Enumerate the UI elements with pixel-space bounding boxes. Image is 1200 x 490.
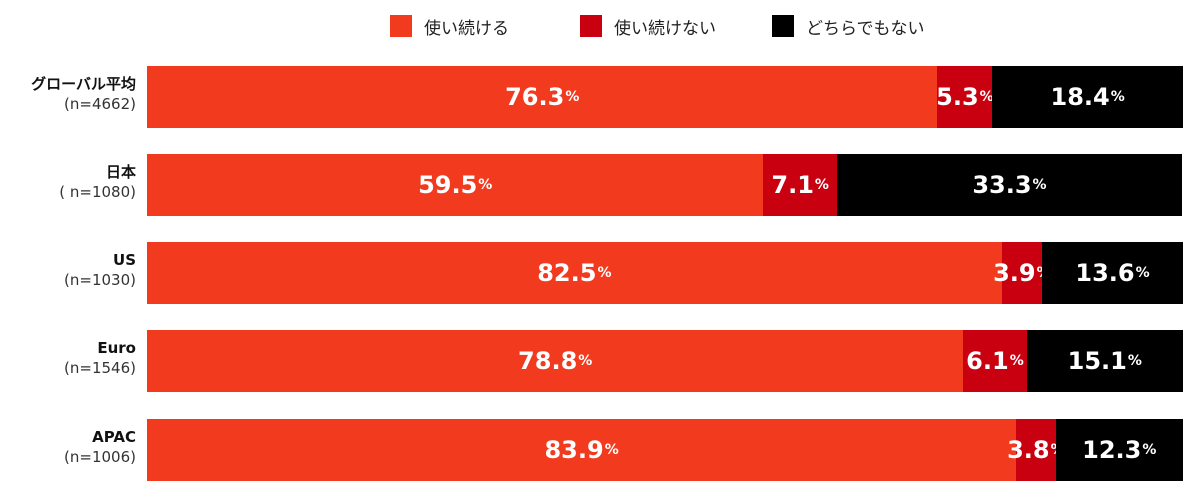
bar-row: 82.5%3.9%13.6%	[147, 242, 1183, 304]
bar-row: 78.8% 6.1% 15.1%	[147, 330, 1183, 392]
bar-segment-neither: 12.3%	[1055, 419, 1183, 481]
row-name: Euro	[97, 339, 136, 357]
data-label: 76.3	[505, 83, 565, 111]
data-label-unit: %	[1142, 442, 1157, 458]
row-sample-size: ( n=1080)	[59, 183, 136, 201]
bar-row: 76.3% 5.3% 18.4%	[147, 66, 1183, 128]
data-label-unit: %	[814, 177, 829, 193]
data-label: 3.8	[1007, 436, 1050, 464]
row-label: Euro (n=1546)	[0, 338, 136, 378]
data-label: 59.5	[418, 171, 478, 199]
bar-segment-discontinue: 6.1%	[963, 330, 1027, 392]
bar-segment-discontinue: 5.3%	[936, 66, 994, 128]
legend: 使い続ける 使い続けない どちらでもない	[0, 12, 1200, 40]
bar-segment-continue: 76.3%	[147, 66, 938, 128]
row-label: グローバル平均 (n=4662)	[0, 74, 136, 114]
bar-segment-neither: 33.3%	[836, 154, 1182, 216]
bar-row: 59.5% 7.1% 33.3%	[147, 154, 1183, 216]
bar-segment-continue: 82.5%	[147, 242, 1002, 304]
data-label-unit: %	[597, 265, 612, 281]
row-sample-size: (n=1546)	[64, 359, 136, 377]
bar-segment-neither: 13.6%	[1042, 242, 1183, 304]
bar-segment-discontinue: 7.1%	[763, 154, 837, 216]
data-label-unit: %	[578, 353, 593, 369]
row-name: US	[113, 251, 136, 269]
data-label-unit: %	[565, 89, 580, 105]
bar-segment-continue: 83.9%	[147, 419, 1017, 481]
bar-row: 83.9%3.8%12.3%	[147, 419, 1183, 481]
legend-swatch-discontinue	[580, 15, 602, 37]
data-label-unit: %	[979, 89, 994, 105]
legend-item-discontinue: 使い続けない	[580, 12, 716, 40]
data-label: 7.1	[771, 171, 814, 199]
row-name: グローバル平均	[31, 75, 136, 93]
data-label-unit: %	[1135, 265, 1150, 281]
data-label-unit: %	[478, 177, 493, 193]
data-label-unit: %	[1032, 177, 1047, 193]
row-name: APAC	[92, 428, 136, 446]
legend-label-discontinue: 使い続けない	[614, 18, 716, 39]
data-label: 3.9	[993, 259, 1036, 287]
data-label: 6.1	[966, 347, 1009, 375]
data-label: 83.9	[544, 436, 604, 464]
data-label: 78.8	[518, 347, 578, 375]
legend-item-neither: どちらでもない	[772, 12, 925, 40]
bar-segment-continue: 78.8%	[147, 330, 964, 392]
data-label-unit: %	[1009, 353, 1024, 369]
row-sample-size: (n=1006)	[64, 448, 136, 466]
data-label-unit: %	[1127, 353, 1142, 369]
bar-segment-continue: 59.5%	[147, 154, 764, 216]
row-label: APAC (n=1006)	[0, 427, 136, 467]
data-label-unit: %	[604, 442, 619, 458]
bar-segment-neither: 18.4%	[992, 66, 1183, 128]
bar-segment-neither: 15.1%	[1026, 330, 1183, 392]
legend-swatch-continue	[390, 15, 412, 37]
row-sample-size: (n=4662)	[64, 95, 136, 113]
data-label-unit: %	[1110, 89, 1125, 105]
bar-segment-discontinue: 3.9%	[993, 242, 1051, 304]
legend-label-neither: どちらでもない	[806, 18, 925, 39]
data-label: 12.3	[1082, 436, 1142, 464]
row-label: US (n=1030)	[0, 250, 136, 290]
row-name: 日本	[105, 163, 136, 181]
bar-segment-discontinue: 3.8%	[1007, 419, 1065, 481]
legend-item-continue: 使い続ける	[390, 12, 509, 40]
legend-label-continue: 使い続ける	[424, 18, 509, 39]
row-sample-size: (n=1030)	[64, 271, 136, 289]
data-label: 18.4	[1050, 83, 1110, 111]
data-label: 5.3	[936, 83, 979, 111]
data-label: 33.3	[972, 171, 1032, 199]
data-label: 13.6	[1075, 259, 1135, 287]
data-label: 15.1	[1067, 347, 1127, 375]
row-label: 日本 ( n=1080)	[0, 162, 136, 202]
data-label: 82.5	[537, 259, 597, 287]
legend-swatch-neither	[772, 15, 794, 37]
